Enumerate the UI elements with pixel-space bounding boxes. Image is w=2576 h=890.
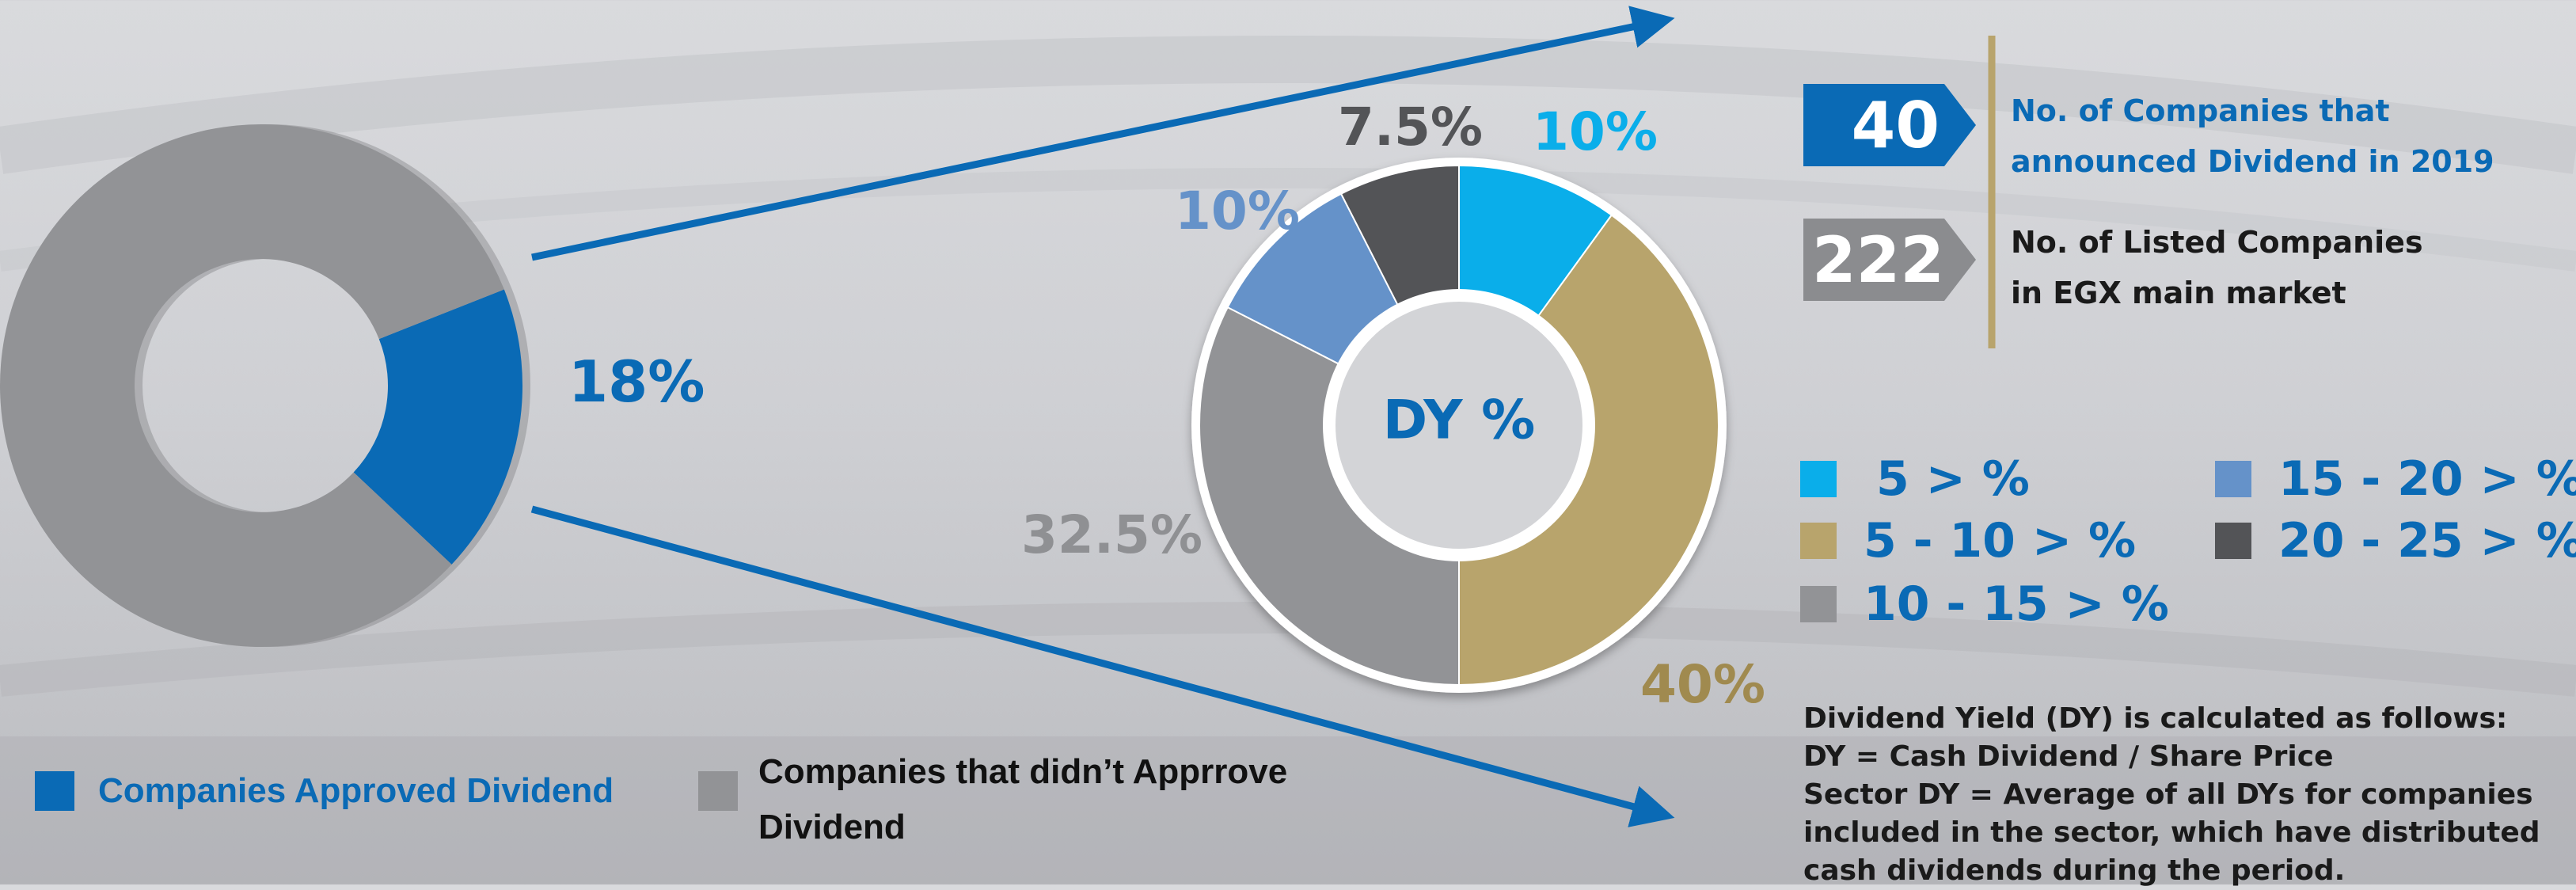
note-line-1: Dividend Yield (DY) is calculated as fol… — [1803, 702, 2508, 735]
dy-legend-item-15-20: 15 - 20 > % — [2215, 451, 2576, 507]
approval-slice-0 — [353, 289, 522, 565]
dy-label-20-25: 7.5% — [1338, 97, 1484, 158]
announced-text-line1: No. of Companies that — [2011, 93, 2390, 128]
announced-text-line2: announced Dividend in 2019 — [2011, 144, 2494, 179]
legend-swatch-approved — [35, 771, 74, 811]
dy-legend-item-5: 5 > % — [1800, 451, 2030, 507]
dy-center-label: DY % — [1383, 390, 1536, 452]
note-line-4: included in the sector, which have distr… — [1803, 816, 2540, 849]
upper-arrow — [531, 6, 1675, 261]
dy-label-5-10: 40% — [1640, 654, 1765, 715]
dy-legend-label-5-10: 5 - 10 > % — [1864, 513, 2137, 569]
dy-label-15-20: 10% — [1175, 181, 1300, 242]
dy-legend-swatch-15-20 — [2215, 461, 2251, 497]
dy-legend-item-5-10: 5 - 10 > % — [1800, 513, 2136, 569]
dy-donut-chart — [1191, 158, 1727, 693]
dy-legend-swatch-10-15 — [1800, 586, 1837, 622]
legend-label-approved: Companies Approved Dividend — [98, 771, 614, 810]
dy-label-5: 10% — [1533, 101, 1658, 162]
listed-count-badge: 222 — [1803, 219, 1976, 301]
legend-approved: Companies Approved Dividend — [35, 771, 614, 811]
dy-donut-hole — [1335, 302, 1582, 549]
approval-donut-chart — [0, 124, 530, 647]
dy-legend-label-20-25: 20 - 25 > % — [2278, 513, 2576, 569]
announced-count-badge: 40 — [1803, 84, 1976, 166]
dy-legend-item-10-15: 10 - 15 > % — [1800, 576, 2169, 632]
listed-text-line2: in EGX main market — [2011, 276, 2346, 310]
note-line-2: DY = Cash Dividend / Share Price — [1803, 740, 2334, 773]
approved-pct-label: 18% — [568, 348, 705, 415]
legend-label-not-approved-line1: Companies that didn’t Apprrove — [758, 752, 1288, 791]
lower-arrow — [530, 505, 1675, 827]
dy-legend-item-20-25: 20 - 25 > % — [2215, 513, 2576, 569]
dy-legend-swatch-5 — [1800, 461, 1837, 497]
dy-legend-label-10-15: 10 - 15 > % — [1864, 576, 2169, 632]
dy-definition-note: Dividend Yield (DY) is calculated as fol… — [1803, 700, 2540, 890]
note-line-5: cash dividends during the period. — [1803, 854, 2346, 887]
dy-legend-swatch-20-25 — [2215, 523, 2251, 559]
note-line-3: Sector DY = Average of all DYs for compa… — [1803, 778, 2533, 811]
legend-swatch-not-approved — [698, 771, 738, 811]
listed-text-line1: No. of Listed Companies — [2011, 225, 2423, 260]
dy-legend-swatch-5-10 — [1800, 523, 1837, 559]
dy-legend-label-5: 5 > % — [1876, 451, 2030, 507]
dy-legend-label-15-20: 15 - 20 > % — [2278, 451, 2576, 507]
legend-label-not-approved-line2: Dividend — [758, 808, 906, 846]
approval-slice-1 — [0, 124, 504, 647]
dy-label-10-15: 32.5% — [1021, 504, 1203, 565]
